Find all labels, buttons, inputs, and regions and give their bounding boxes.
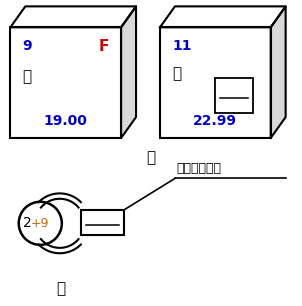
Polygon shape xyxy=(160,6,286,27)
Text: 甲: 甲 xyxy=(146,150,156,165)
Text: 11: 11 xyxy=(172,39,191,53)
Text: 2: 2 xyxy=(24,216,32,230)
Bar xyxy=(10,27,121,138)
Polygon shape xyxy=(10,6,136,27)
Text: 乙: 乙 xyxy=(57,282,66,297)
Text: +9: +9 xyxy=(31,217,50,230)
Bar xyxy=(81,210,124,235)
Text: 最外层电子数: 最外层电子数 xyxy=(176,162,221,175)
Text: 氟: 氟 xyxy=(22,69,31,84)
Polygon shape xyxy=(121,6,136,138)
Text: 22.99: 22.99 xyxy=(193,114,237,128)
Polygon shape xyxy=(271,6,286,138)
Text: 9: 9 xyxy=(22,39,32,53)
Bar xyxy=(160,27,271,138)
Text: F: F xyxy=(99,39,109,54)
Text: 19.00: 19.00 xyxy=(44,114,88,128)
Text: 钓: 钓 xyxy=(172,66,181,81)
Bar xyxy=(215,78,253,113)
